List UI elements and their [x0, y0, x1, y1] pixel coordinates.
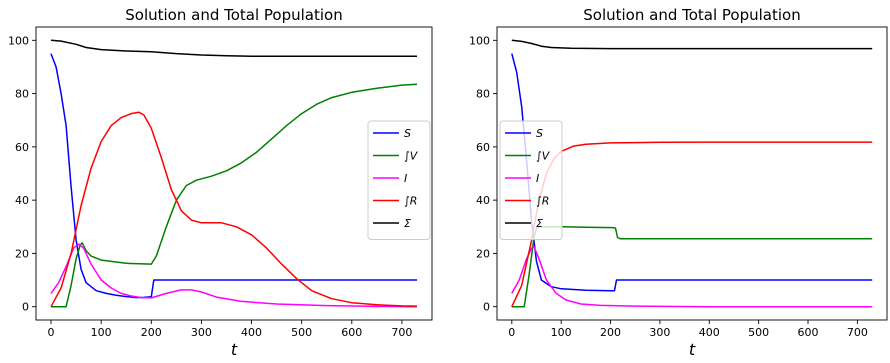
series-line-4 [50, 111, 418, 308]
x-axis-label: t [231, 340, 238, 359]
y-tick-label: 0 [483, 301, 490, 314]
y-tick-label: 20 [15, 247, 29, 260]
y-tick-label: 20 [476, 247, 490, 260]
series-line-2 [511, 226, 873, 308]
legend-label: I [536, 172, 539, 185]
legend-label: I [404, 172, 407, 185]
x-tick-label: 400 [241, 326, 262, 339]
x-tick-label: 600 [798, 326, 819, 339]
series-line-2 [51, 83, 418, 308]
y-tick-label: 100 [469, 34, 490, 47]
x-tick-label: 700 [847, 326, 868, 339]
legend-box [367, 120, 431, 240]
legend-label: ∫V [536, 150, 551, 163]
series-line-5 [511, 39, 873, 50]
y-tick-label: 40 [15, 194, 29, 207]
axes-frame [35, 26, 433, 321]
series-line-1 [50, 53, 417, 299]
x-axis-label: t [689, 340, 696, 359]
x-tick-label: 500 [291, 326, 312, 339]
y-tick-label: 80 [15, 88, 29, 101]
y-tick-label: 40 [476, 194, 490, 207]
legend-label: ∫R [536, 195, 549, 208]
legend-label: ∫V [404, 150, 419, 163]
series-line-3 [511, 246, 873, 308]
x-tick-label: 500 [748, 326, 769, 339]
x-tick-label: 200 [600, 326, 621, 339]
legend-label: S [536, 127, 543, 140]
x-tick-label: 700 [391, 326, 412, 339]
y-tick-label: 80 [476, 88, 490, 101]
x-tick-label: 100 [551, 326, 572, 339]
axes-frame [496, 26, 888, 321]
plot-lines [511, 39, 873, 308]
x-tick-label: 0 [48, 326, 55, 339]
plot-lines [50, 39, 418, 308]
x-tick-label: 300 [191, 326, 212, 339]
series-line-1 [511, 53, 873, 292]
y-tick-label: 0 [22, 301, 29, 314]
legend-label: Σ [536, 217, 543, 230]
x-tick-label: 100 [91, 326, 112, 339]
chart-title: Solution and Total Population [583, 6, 800, 24]
legend-box [499, 120, 563, 240]
x-tick-label: 300 [649, 326, 670, 339]
legend-label: Σ [404, 217, 411, 230]
series-line-4 [511, 141, 873, 308]
legend: S ∫V I ∫R Σ [499, 120, 563, 240]
y-tick-label: 100 [8, 34, 29, 47]
y-tick-label: 60 [15, 141, 29, 154]
x-tick-label: 200 [141, 326, 162, 339]
y-tick-label: 60 [476, 141, 490, 154]
series-line-5 [50, 39, 417, 58]
series-line-3 [50, 243, 418, 308]
x-tick-label: 0 [508, 326, 515, 339]
x-tick-label: 600 [341, 326, 362, 339]
x-tick-label: 400 [699, 326, 720, 339]
chart-title: Solution and Total Population [125, 6, 342, 24]
legend-label: ∫R [404, 195, 417, 208]
legend-label: S [404, 127, 411, 140]
legend: S ∫V I ∫R Σ [367, 120, 431, 240]
